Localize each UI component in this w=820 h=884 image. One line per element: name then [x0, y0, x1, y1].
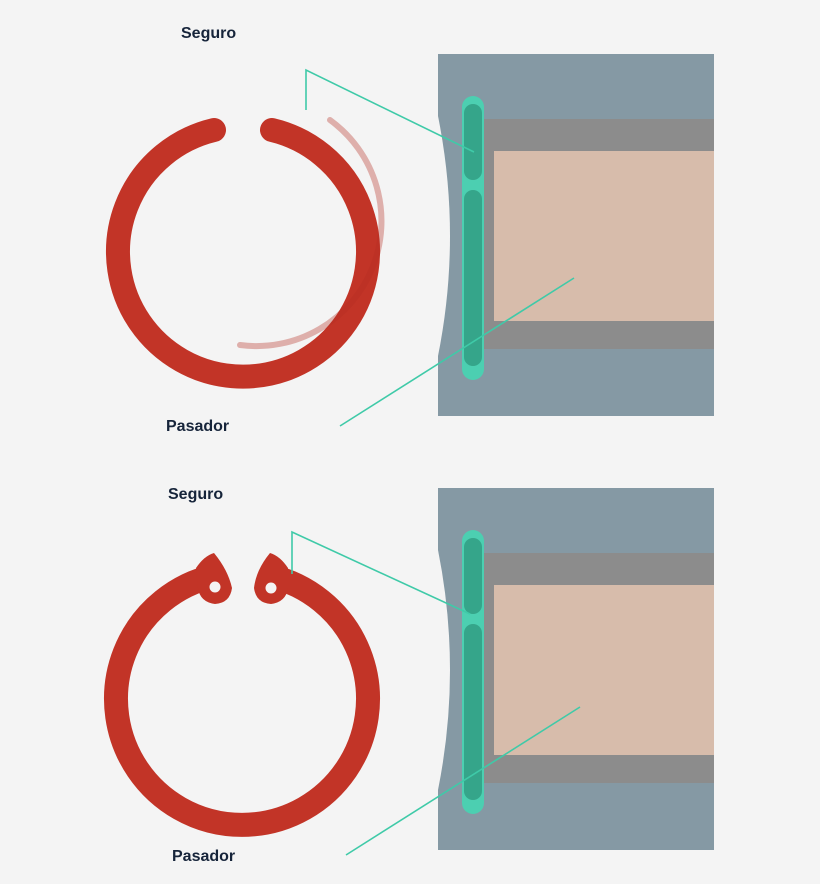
leader-pin-bottom [345, 706, 581, 856]
retaining-ring-top-inner-shade [237, 117, 385, 350]
leader-clip-bottom [291, 530, 471, 615]
panel-bottom: Seguro Pasador [104, 486, 714, 865]
housing-curve [438, 116, 450, 356]
clip-label-bottom: Seguro [168, 486, 223, 503]
clip-section-lower [464, 624, 482, 800]
housing-section-top [438, 54, 714, 416]
housing-curve [438, 550, 450, 790]
lug-hole-right [265, 582, 277, 594]
panel-top: Seguro Pasador [106, 25, 714, 435]
pin-label-top: Pasador [166, 418, 229, 435]
housing-section-bottom [438, 488, 714, 850]
pin-body [494, 151, 714, 321]
clip-section-upper [464, 538, 482, 614]
ring-arc [104, 564, 380, 837]
clip-label-top: Seguro [181, 25, 236, 42]
retaining-ring-bottom [104, 553, 380, 837]
leader-clip-top [305, 68, 475, 153]
clip-section-upper [464, 104, 482, 180]
lug-hole-left [209, 581, 221, 593]
ring-lug-left [196, 553, 232, 604]
pin-label-bottom: Pasador [172, 848, 235, 865]
ring-lug-right [254, 553, 288, 604]
leader-pin-top [339, 277, 575, 427]
clip-section-lower [464, 190, 482, 366]
pin-body [494, 585, 714, 755]
retaining-ring-top [106, 118, 380, 389]
